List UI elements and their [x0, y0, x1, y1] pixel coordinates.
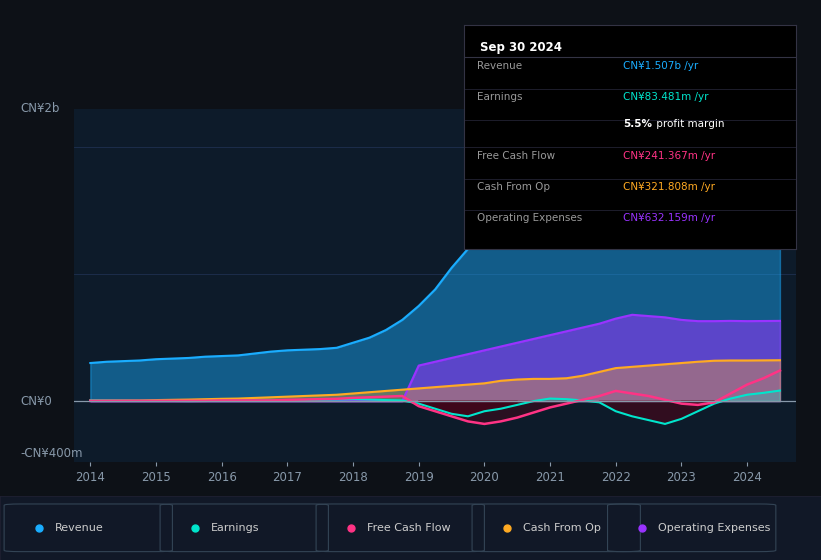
Text: CN¥241.367m /yr: CN¥241.367m /yr — [623, 151, 716, 161]
Text: -CN¥400m: -CN¥400m — [21, 447, 83, 460]
Text: CN¥83.481m /yr: CN¥83.481m /yr — [623, 92, 709, 102]
Text: Free Cash Flow: Free Cash Flow — [367, 523, 451, 533]
Text: Earnings: Earnings — [477, 92, 523, 102]
Text: Sep 30 2024: Sep 30 2024 — [480, 41, 562, 54]
Text: Cash From Op: Cash From Op — [477, 182, 550, 192]
Text: Cash From Op: Cash From Op — [523, 523, 601, 533]
Text: Free Cash Flow: Free Cash Flow — [477, 151, 555, 161]
Text: profit margin: profit margin — [654, 119, 725, 129]
Text: Operating Expenses: Operating Expenses — [658, 523, 771, 533]
Text: Revenue: Revenue — [55, 523, 103, 533]
Text: CN¥0: CN¥0 — [21, 395, 53, 408]
Text: CN¥632.159m /yr: CN¥632.159m /yr — [623, 213, 716, 223]
Text: CN¥321.808m /yr: CN¥321.808m /yr — [623, 182, 715, 192]
Text: Operating Expenses: Operating Expenses — [477, 213, 582, 223]
Text: CN¥1.507b /yr: CN¥1.507b /yr — [623, 61, 699, 71]
Text: Revenue: Revenue — [477, 61, 522, 71]
Text: CN¥2b: CN¥2b — [21, 102, 60, 115]
Text: Earnings: Earnings — [211, 523, 259, 533]
Text: 5.5%: 5.5% — [623, 119, 653, 129]
